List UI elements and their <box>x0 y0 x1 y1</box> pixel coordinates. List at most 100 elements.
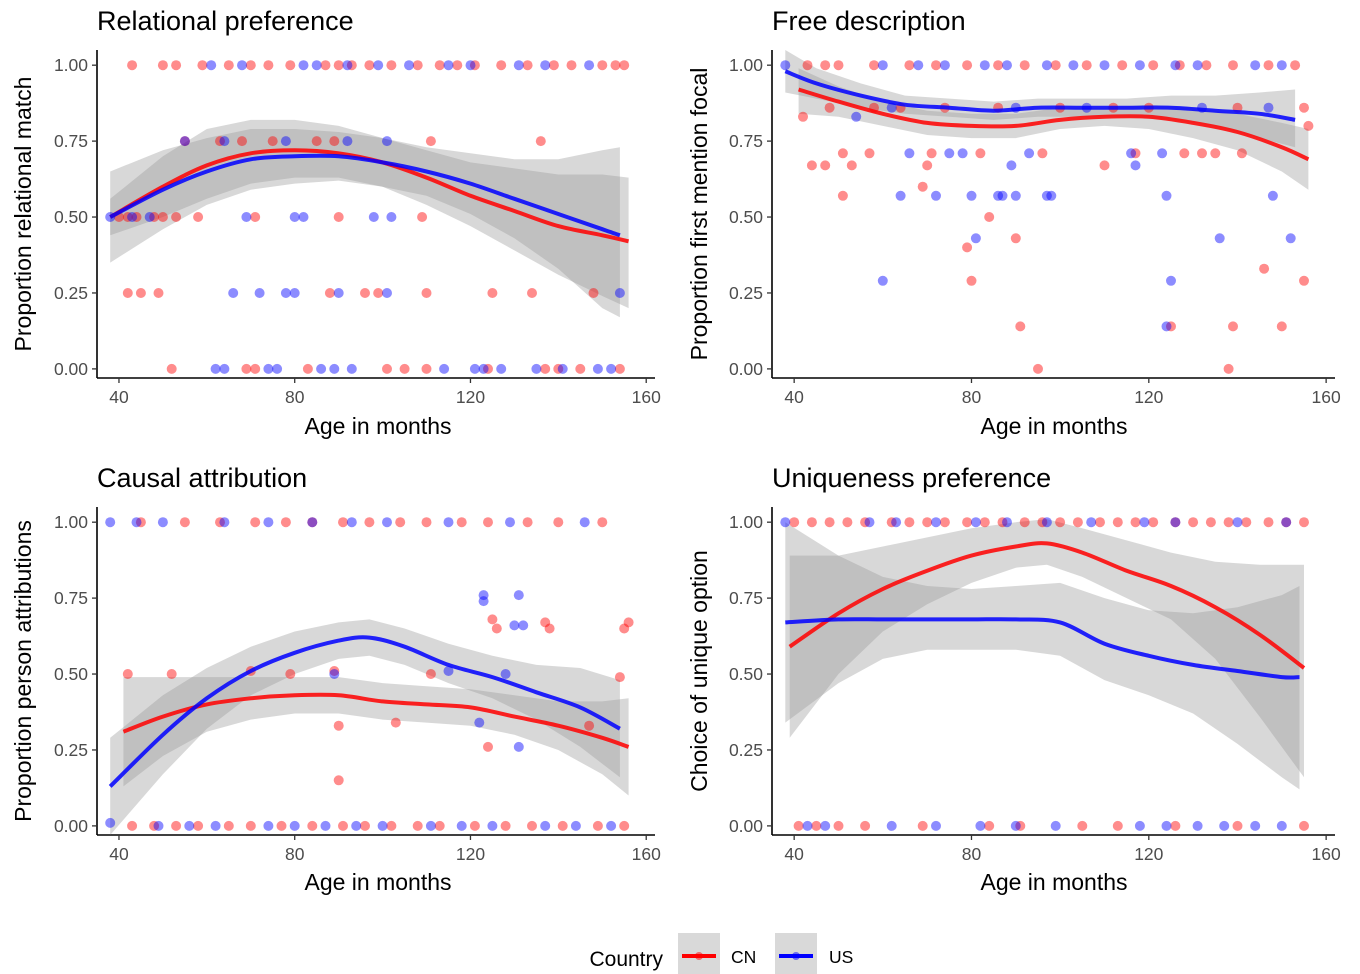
point-cn <box>1037 148 1048 159</box>
point-cn <box>1188 517 1199 528</box>
point-cn <box>1259 263 1270 274</box>
point-cn <box>614 363 625 374</box>
point-us <box>1086 517 1097 528</box>
x-tick-label: 40 <box>109 387 129 407</box>
point-cn <box>483 741 493 752</box>
point-us <box>127 212 138 222</box>
point-us <box>329 669 340 679</box>
point-us <box>105 517 116 528</box>
point-us <box>346 517 357 528</box>
point-us <box>1219 820 1230 831</box>
point-cn <box>793 820 804 831</box>
point-cn <box>993 60 1004 71</box>
y-tick-label: 0.50 <box>54 664 88 684</box>
point-us <box>311 60 322 71</box>
point-cn <box>360 820 370 831</box>
point-cn <box>135 288 146 298</box>
panel-1: Relational preference 0.00 0.25 0.50 0.75 1.0… <box>10 6 661 439</box>
point-cn <box>491 623 502 634</box>
point-cn <box>157 60 168 71</box>
point-cn <box>1015 820 1026 831</box>
point-us <box>1041 60 1052 71</box>
point-us <box>280 136 291 147</box>
point-cn <box>250 363 261 374</box>
y-tick-label: 1.00 <box>729 55 763 75</box>
point-cn <box>425 669 436 679</box>
point-us <box>1041 517 1052 528</box>
point-cn <box>1055 517 1066 528</box>
point-cn <box>1228 60 1238 71</box>
point-cn <box>1303 120 1314 131</box>
panel-2: Free description 0.00 0.25 0.50 0.75 1.00 40 80… <box>686 6 1341 439</box>
point-us <box>1281 517 1292 528</box>
point-cn <box>798 111 808 122</box>
point-cn <box>540 363 551 374</box>
point-cn <box>285 60 296 71</box>
point-cn <box>333 212 344 222</box>
point-cn <box>535 136 546 147</box>
ci-band-cn <box>789 519 1304 778</box>
y-axis-label: Proportion relational match <box>10 77 36 352</box>
point-cn <box>1015 321 1026 332</box>
point-cn <box>386 60 397 71</box>
ci-band-cn <box>123 677 629 796</box>
point-cn <box>250 212 261 222</box>
y-tick-label: 0.25 <box>729 740 763 760</box>
panel-title: Relational preference <box>97 6 354 36</box>
point-us <box>957 148 968 159</box>
y-tick-label: 0.25 <box>54 740 88 760</box>
point-cn <box>833 820 844 831</box>
point-us <box>342 60 353 71</box>
point-us <box>500 669 511 679</box>
point-cn <box>421 517 432 528</box>
point-cn <box>131 212 142 222</box>
point-cn <box>425 136 436 147</box>
panel-3: Causal attribution 0.00 0.25 0.50 0.75 1.00 40… <box>10 463 661 895</box>
x-axis-label: Age in months <box>980 413 1127 439</box>
point-us <box>931 517 941 528</box>
point-us <box>886 820 897 831</box>
y-tick-label: 0.00 <box>729 816 763 836</box>
point-cn <box>1170 820 1181 831</box>
point-cn <box>193 820 204 831</box>
point-us <box>1192 820 1203 831</box>
panel-title: Uniqueness preference <box>772 463 1051 493</box>
y-tick-label: 0.75 <box>54 131 88 151</box>
point-cn <box>456 517 467 528</box>
point-cn <box>346 60 357 71</box>
point-us <box>439 363 450 374</box>
point-cn <box>1223 517 1234 528</box>
point-us <box>443 666 454 676</box>
point-us <box>913 60 924 71</box>
point-us <box>1130 160 1141 171</box>
point-cn <box>962 60 973 71</box>
x-axis-label: Age in months <box>980 869 1127 895</box>
point-cn <box>917 820 928 831</box>
point-cn <box>153 288 164 298</box>
point-us <box>1046 190 1057 201</box>
point-us <box>606 820 617 831</box>
point-cn <box>544 623 555 634</box>
point-us <box>1006 160 1017 171</box>
point-us <box>886 102 897 113</box>
x-tick-label: 160 <box>1312 844 1341 864</box>
point-cn <box>614 672 625 683</box>
point-cn <box>487 288 498 298</box>
point-us <box>333 288 344 298</box>
x-tick-label: 160 <box>632 387 661 407</box>
point-cn <box>1130 148 1141 159</box>
point-cn <box>1205 517 1216 528</box>
point-cn <box>434 820 445 831</box>
point-cn <box>1081 60 1092 71</box>
point-cn <box>522 517 533 528</box>
point-us <box>346 363 357 374</box>
point-us <box>592 363 603 374</box>
ci-band-us <box>110 129 620 318</box>
point-us <box>557 363 568 374</box>
point-cn <box>329 136 340 147</box>
point-us <box>1170 60 1181 71</box>
point-us <box>228 288 239 298</box>
smooth-line-cn <box>788 541 1306 670</box>
point-cn <box>245 60 256 71</box>
point-cn <box>412 60 423 71</box>
